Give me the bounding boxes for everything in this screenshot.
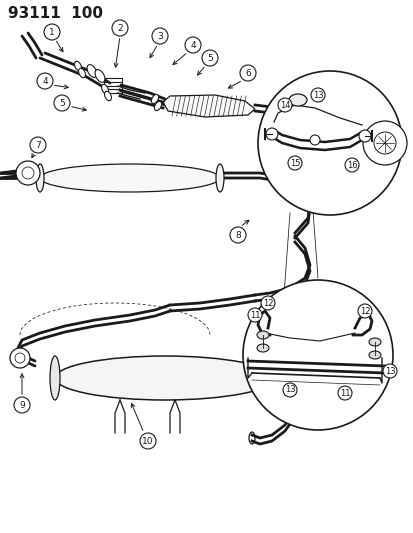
Text: 16: 16: [346, 160, 356, 169]
Circle shape: [337, 386, 351, 400]
Circle shape: [202, 50, 218, 66]
Circle shape: [260, 296, 274, 310]
Circle shape: [382, 364, 396, 378]
Circle shape: [242, 280, 392, 430]
Ellipse shape: [95, 70, 104, 83]
Ellipse shape: [55, 356, 274, 400]
Text: 5: 5: [206, 53, 212, 62]
Circle shape: [266, 128, 277, 140]
Ellipse shape: [256, 344, 268, 352]
Text: 12: 12: [359, 306, 369, 316]
Text: 8: 8: [235, 230, 240, 239]
Ellipse shape: [78, 68, 85, 78]
Circle shape: [357, 304, 371, 318]
Ellipse shape: [216, 164, 223, 192]
Ellipse shape: [368, 351, 380, 359]
Ellipse shape: [256, 331, 268, 339]
Ellipse shape: [151, 94, 158, 103]
Circle shape: [44, 24, 60, 40]
Circle shape: [277, 98, 291, 112]
Text: 12: 12: [262, 298, 273, 308]
Text: 10: 10: [142, 437, 153, 446]
Circle shape: [309, 135, 319, 145]
Ellipse shape: [101, 84, 108, 94]
Circle shape: [14, 397, 30, 413]
Circle shape: [152, 28, 168, 44]
Text: 93111  100: 93111 100: [8, 6, 103, 21]
Circle shape: [30, 137, 46, 153]
Text: 7: 7: [35, 141, 41, 149]
Circle shape: [362, 121, 406, 165]
Ellipse shape: [154, 101, 161, 110]
Ellipse shape: [104, 91, 111, 101]
Ellipse shape: [50, 356, 60, 400]
Circle shape: [140, 433, 156, 449]
Circle shape: [37, 73, 53, 89]
Circle shape: [112, 20, 128, 36]
Polygon shape: [163, 95, 254, 117]
Text: 13: 13: [284, 385, 294, 394]
Circle shape: [282, 383, 296, 397]
Text: 11: 11: [339, 389, 349, 398]
Circle shape: [287, 156, 301, 170]
Ellipse shape: [368, 338, 380, 346]
Text: 14: 14: [279, 101, 290, 109]
Text: 9: 9: [19, 400, 25, 409]
Text: 4: 4: [42, 77, 47, 85]
Circle shape: [247, 308, 261, 322]
Ellipse shape: [40, 164, 219, 192]
Circle shape: [310, 88, 324, 102]
Text: 11: 11: [249, 311, 260, 319]
Circle shape: [344, 158, 358, 172]
Text: 1: 1: [49, 28, 55, 36]
Circle shape: [10, 348, 30, 368]
Circle shape: [240, 65, 255, 81]
Ellipse shape: [36, 164, 44, 192]
Text: 13: 13: [312, 91, 323, 100]
Circle shape: [230, 227, 245, 243]
Ellipse shape: [74, 61, 81, 71]
Ellipse shape: [269, 356, 279, 400]
Ellipse shape: [87, 64, 97, 77]
Text: 13: 13: [384, 367, 394, 376]
Text: 6: 6: [244, 69, 250, 77]
Text: 2: 2: [117, 23, 123, 33]
Text: 4: 4: [190, 41, 195, 50]
Text: 3: 3: [157, 31, 162, 41]
Circle shape: [54, 95, 70, 111]
Text: 5: 5: [59, 99, 65, 108]
Circle shape: [16, 161, 40, 185]
Circle shape: [257, 71, 401, 215]
Circle shape: [358, 130, 370, 142]
Circle shape: [185, 37, 201, 53]
Text: 15: 15: [289, 158, 299, 167]
Ellipse shape: [288, 94, 306, 106]
